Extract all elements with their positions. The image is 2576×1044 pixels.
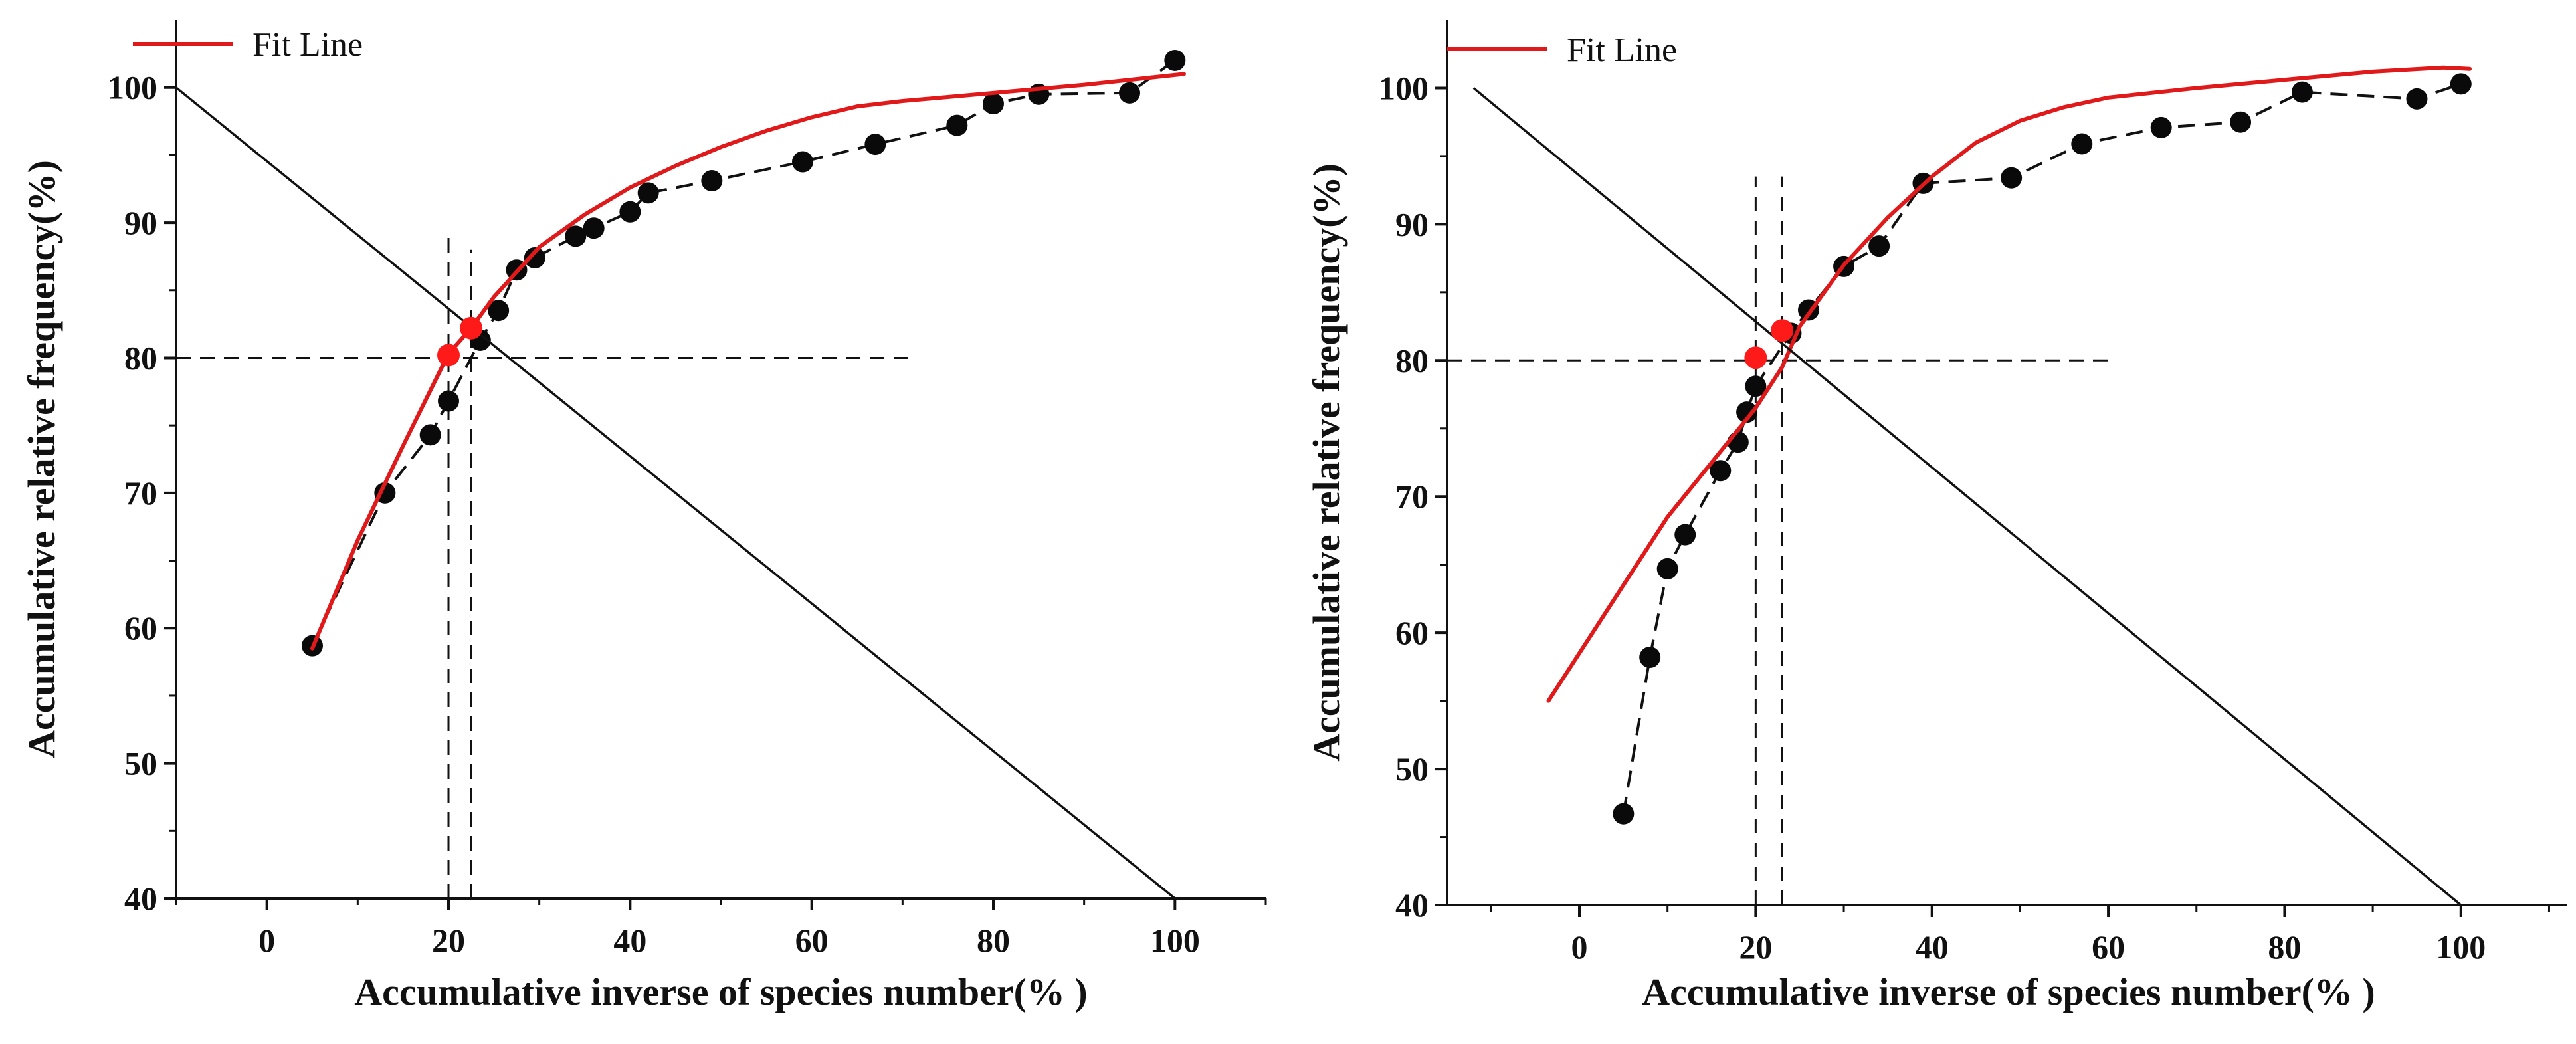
data-point <box>2150 116 2172 138</box>
x-axis-title: Accumulative inverse of species number(%… <box>354 970 1087 1013</box>
data-point <box>2450 73 2472 95</box>
y-axis-title: Accumulative relative frequency(%) <box>1305 163 1348 762</box>
y-tick-label: 80 <box>1395 342 1429 379</box>
y-tick-label: 90 <box>124 204 157 241</box>
data-point <box>1868 235 1890 257</box>
x-tick-label: 80 <box>977 922 1010 959</box>
data-point <box>2230 111 2252 133</box>
data-point <box>701 170 723 192</box>
data-point <box>1736 401 1758 423</box>
y-tick-label: 80 <box>124 339 157 376</box>
y-axis-title: Accumulative relative frequency(%) <box>20 160 63 758</box>
y-tick-label: 90 <box>1395 205 1429 243</box>
y-tick-label: 60 <box>124 609 157 647</box>
data-point <box>488 300 510 322</box>
legend-label: Fit Line <box>1567 31 1677 69</box>
y-tick-label: 100 <box>108 69 157 106</box>
data-point <box>583 217 605 239</box>
y-tick-label: 60 <box>1395 614 1429 651</box>
diagonal-line <box>1472 87 2462 906</box>
data-point <box>419 424 441 446</box>
y-tick-label: 70 <box>1395 478 1429 515</box>
data-point <box>1745 375 1767 397</box>
data-point <box>1119 82 1140 104</box>
data-point <box>2291 81 2313 103</box>
data-point <box>1613 803 1635 825</box>
x-tick-label: 20 <box>1739 928 1772 966</box>
data-point <box>946 114 968 136</box>
fit-line <box>1546 65 2472 703</box>
observed-dashed-line <box>1622 82 2462 815</box>
data-point <box>637 182 659 204</box>
x-tick-label: 60 <box>795 922 829 959</box>
data-point <box>1639 647 1661 669</box>
data-point <box>619 201 641 223</box>
data-point <box>438 390 459 412</box>
data-point <box>792 151 813 173</box>
right-chart-svg: 40 50 60 70 80 90 100 0 20 40 60 80 100 Accumulative … <box>1305 20 2567 1013</box>
x-tick-label: 40 <box>1916 928 1949 966</box>
data-point <box>1674 524 1696 546</box>
intersection-point <box>1744 346 1767 369</box>
x-tick-label: 60 <box>2092 928 2125 966</box>
data-point <box>2071 133 2093 155</box>
x-tick-label: 40 <box>613 922 646 959</box>
x-tick-label: 20 <box>432 922 465 959</box>
x-tick-label: 0 <box>258 922 275 959</box>
data-point <box>2406 88 2428 110</box>
intersection-point <box>1771 319 1794 342</box>
left-chart-panel: 40 50 60 70 80 90 100 0 20 40 60 80 100 Accumulative … <box>20 20 1267 1013</box>
x-tick-label: 0 <box>1571 928 1588 966</box>
x-tick-label: 100 <box>1150 922 1200 959</box>
legend-label: Fit Line <box>252 26 363 64</box>
right-chart-panel: 40 50 60 70 80 90 100 0 20 40 60 80 100 Accumulative … <box>1288 0 2576 1044</box>
fit-line <box>310 72 1186 651</box>
intersection-point <box>460 316 483 340</box>
data-point <box>983 93 1004 115</box>
intersection-point <box>437 344 460 367</box>
data-point <box>1710 460 1732 482</box>
y-tick-label: 50 <box>1395 750 1429 787</box>
data-point <box>565 225 587 247</box>
data-point <box>524 247 545 268</box>
y-tick-label: 100 <box>1379 69 1429 106</box>
diagonal-line <box>175 86 1176 900</box>
data-point <box>864 134 886 156</box>
data-point <box>1656 558 1678 579</box>
y-tick-label: 70 <box>124 474 157 512</box>
data-point <box>1164 50 1186 72</box>
left-chart-svg: 40 50 60 70 80 90 100 0 20 40 60 80 100 Accumulative … <box>20 20 1267 1013</box>
x-axis-title: Accumulative inverse of species number(%… <box>1642 970 2375 1013</box>
y-tick-label: 40 <box>124 880 157 917</box>
x-tick-label: 80 <box>2268 928 2301 966</box>
y-tick-label: 40 <box>1395 887 1429 924</box>
y-tick-label: 50 <box>124 745 157 782</box>
x-tick-label: 100 <box>2436 928 2486 966</box>
data-point <box>2001 167 2023 189</box>
